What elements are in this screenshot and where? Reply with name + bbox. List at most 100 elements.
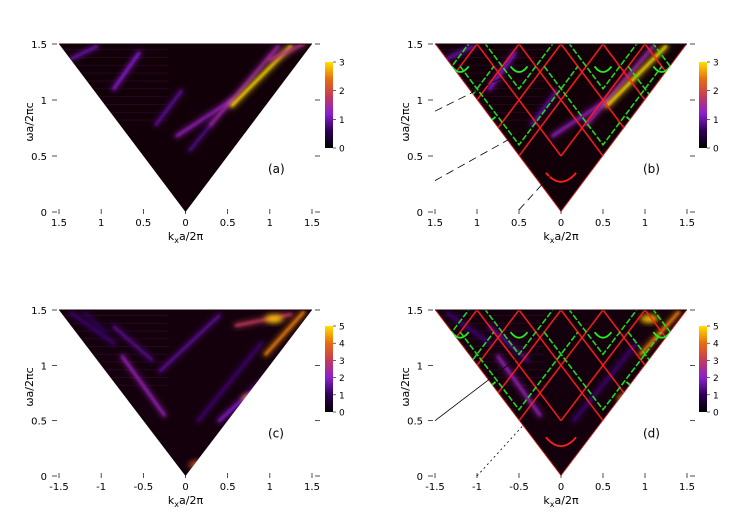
x-axis-label-sub: x: [550, 236, 555, 245]
dispersion-arc: [457, 116, 497, 127]
colorbar: 0 1 2 3: [699, 59, 719, 155]
y-axis-label: ωa/2πc: [23, 102, 36, 141]
colorbar-tick-label: 2: [713, 87, 719, 97]
dispersion-arc: [509, 65, 529, 73]
x-tick-label: 0: [558, 482, 564, 493]
dispersion-arc: [593, 65, 613, 73]
band-line: [627, 331, 687, 411]
heatmap-streak: [83, 311, 107, 334]
colorbar-tick-label: 1: [713, 391, 719, 401]
dispersion-arc: [652, 331, 671, 339]
dispersion-arc: [625, 381, 665, 392]
colorbar-tick-label: 2: [713, 374, 719, 384]
colorbar-tick-label: 2: [339, 87, 345, 97]
zone-diamond: [435, 44, 520, 101]
zone-diamond: [601, 310, 687, 366]
y-axis-label: ωa/2πc: [399, 102, 412, 141]
extrapolation-line: [434, 131, 524, 181]
x-tick-label: 0: [558, 218, 564, 229]
band-line: [543, 65, 663, 147]
x-tick-label: 1: [474, 218, 480, 229]
chart-panel-b: 0 0.5 1 1.5 1.5 1 0.5 0 0.5 1 1.5 kxa/2π ωa/2πc (b) 0 1…: [399, 40, 719, 245]
y-tick-label: 1: [41, 96, 47, 107]
x-axis-label-rest: a/2π: [179, 494, 203, 507]
heatmap-streak: [446, 45, 474, 60]
y-tick-label: 0: [41, 208, 47, 219]
heatmap-streak: [188, 123, 212, 152]
colorbar-gradient: [699, 326, 707, 412]
y-tick-label: 0.5: [31, 152, 47, 163]
y-tick-label: 1: [41, 361, 47, 372]
x-tick-label: 0.5: [595, 218, 611, 229]
heatmap-spot: [617, 394, 636, 403]
zone-diamond: [435, 310, 521, 366]
x-tick-label: 1: [642, 218, 648, 229]
y-tick-label: 1.5: [31, 306, 47, 317]
band-line: [435, 65, 495, 147]
panel-tag: (c): [268, 426, 284, 440]
band-line: [543, 331, 663, 411]
dispersion-arc: [545, 436, 577, 448]
colorbar: 0 1 2 3 4 5: [699, 323, 719, 419]
chart-panel-a: 0 0.5 1 1.5 1.5 1 0.5 0 0.5 1 1.5 kxa/2π ωa/2πc (a) 0 1…: [23, 40, 345, 245]
heatmap-streak: [70, 312, 115, 345]
panel-tag: (d): [643, 426, 660, 440]
y-tick-label: 1.5: [407, 40, 423, 51]
heatmap-streak: [112, 325, 153, 361]
x-tick-label: 1.5: [679, 218, 695, 229]
heatmap-area: [59, 44, 312, 212]
colorbar-tick-label: 1: [339, 116, 345, 126]
y-tick-label: 0.5: [407, 152, 423, 163]
chart-panel-d: 0 0.5 1 1.5 -1.5 -1 -0.5 0 0.5 1 1.5 kxa/2π ωa/2πc (d…: [399, 306, 719, 509]
colorbar-tick-label: 3: [713, 59, 719, 69]
colorbar-tick-label: 3: [339, 59, 345, 69]
heatmap-streak: [112, 51, 141, 90]
heatmap-streak: [264, 311, 305, 356]
zone-diamond: [518, 44, 604, 101]
x-tick-label: 1.5: [51, 218, 67, 229]
x-tick-label: 1.5: [427, 218, 443, 229]
heatmap-streak: [530, 89, 558, 126]
y-axis-label: ωa/2πc: [399, 367, 412, 406]
y-tick-label: 0: [417, 472, 423, 483]
zone-diamond: [686, 44, 687, 101]
colorbar-gradient: [325, 62, 333, 148]
band-line: [543, 44, 663, 91]
x-axis-label-k: k: [168, 494, 175, 507]
heatmap-streak: [175, 98, 233, 137]
dispersion-arc: [451, 331, 470, 339]
x-axis-label-sub: x: [174, 500, 179, 509]
band-line: [435, 331, 495, 411]
y-tick-label: 0: [41, 472, 47, 483]
colorbar-tick-label: 5: [339, 323, 345, 333]
heatmap-spot: [265, 314, 284, 323]
zone-diamond: [517, 310, 605, 366]
zone-diamond: [518, 44, 604, 157]
heatmap-streak: [585, 45, 655, 126]
y-tick-label: 1: [417, 361, 423, 372]
x-axis-label-k: k: [543, 230, 550, 243]
x-tick-label: 1: [267, 482, 273, 493]
x-tick-label: 1: [642, 482, 648, 493]
x-axis-label-rest: a/2π: [555, 494, 579, 507]
heatmap-spot: [242, 394, 261, 403]
x-tick-label: 0.5: [135, 218, 151, 229]
colorbar-gradient: [699, 62, 707, 148]
band-line: [627, 65, 687, 147]
x-axis-label-sub: x: [174, 236, 179, 245]
colorbar: 0 1 2 3 4 5: [325, 323, 345, 419]
x-axis-label-sub: x: [550, 500, 555, 509]
x-tick-label: -0.5: [509, 482, 529, 493]
chart-panel-c: 0 0.5 1 1.5 -1.5 -1 -0.5 0 0.5 1 1.5 kxa/2π ωa/2πc (c…: [23, 306, 345, 509]
x-tick-label: -1.5: [425, 482, 445, 493]
y-axis-label: ωa/2πc: [23, 367, 36, 406]
x-tick-label: 0.5: [595, 482, 611, 493]
extrapolation-line: [434, 359, 516, 422]
colorbar-tick-label: 5: [713, 323, 719, 333]
x-tick-label: 1: [98, 218, 104, 229]
colorbar-tick-label: 3: [713, 357, 719, 367]
colorbar-tick-label: 0: [713, 145, 719, 155]
zone-diamond: [517, 310, 605, 422]
x-tick-label: 0.5: [511, 218, 527, 229]
dispersion-arc: [509, 331, 529, 339]
